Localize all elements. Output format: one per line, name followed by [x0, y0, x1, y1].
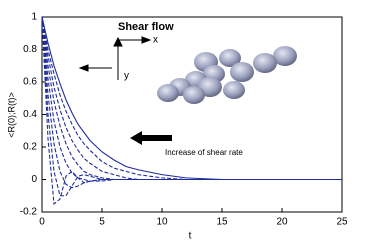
- series-line: [41, 16, 342, 205]
- y-axis-label: <R(0);R(t)>: [6, 92, 16, 138]
- y-tick-label: 0: [31, 174, 37, 185]
- annotation: Increase of shear rate: [165, 148, 243, 157]
- shear-arrows: [78, 36, 152, 80]
- big-arrow: [130, 131, 172, 145]
- series-line: [41, 16, 342, 189]
- x-tick-label: 20: [276, 217, 288, 228]
- y-tick-label: -0.2: [20, 207, 38, 218]
- spheres: [157, 46, 297, 104]
- x-tick-label: 25: [336, 217, 348, 228]
- y-tick-label: 1: [31, 12, 37, 23]
- plot-frame: [41, 16, 343, 213]
- x-tick-label: 10: [156, 217, 168, 228]
- x-tick-label: 5: [99, 217, 105, 228]
- axis-y-note: y: [124, 71, 129, 82]
- y-tick-label: 0.2: [23, 142, 37, 153]
- x-axis-label: t: [189, 231, 192, 242]
- series-line: [41, 16, 342, 181]
- y-tick-label: 0.6: [23, 77, 37, 88]
- axis-x-note: x: [153, 35, 158, 46]
- inset-title: Shear flow: [118, 21, 174, 33]
- x-tick-label: 15: [216, 217, 228, 228]
- series-line: [41, 16, 342, 181]
- y-tick-label: 0.8: [23, 44, 37, 55]
- y-tick-label: 0.4: [23, 109, 37, 120]
- x-tick-label: 0: [39, 217, 45, 228]
- series-line: [41, 16, 342, 197]
